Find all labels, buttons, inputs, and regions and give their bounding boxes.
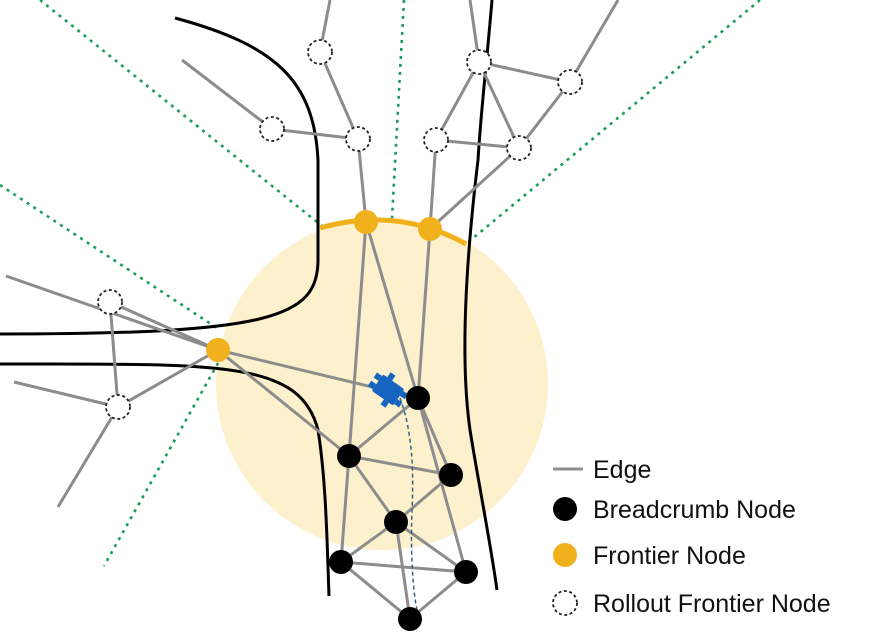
edge: [478, 60, 571, 84]
rollout-frontier-node: [307, 39, 333, 65]
edge: [13, 380, 119, 409]
breadcrumb-nodes: [329, 386, 478, 631]
rollout-legend-label: Rollout Frontier Node: [593, 590, 831, 618]
breadcrumb-node: [337, 444, 361, 468]
frontier-node: [418, 217, 442, 241]
edge: [364, 221, 420, 399]
frontier-node: [206, 338, 230, 362]
edge: [56, 406, 120, 508]
edge: [409, 570, 467, 621]
rollout-frontier-nodes: [97, 39, 583, 420]
breadcrumb-node: [406, 386, 430, 410]
frontier-nodes: [206, 210, 442, 362]
wall-lower-left: [0, 362, 331, 597]
frontier-legend-swatch: [553, 543, 577, 567]
wall-right: [463, 0, 499, 591]
edge: [477, 61, 521, 149]
breadcrumb-node: [454, 560, 478, 584]
edge-legend-label: Edge: [593, 456, 651, 484]
edge: [340, 560, 467, 574]
edge: [356, 138, 368, 223]
frontier-node: [354, 210, 378, 234]
rollout-frontier-node: [466, 49, 492, 75]
robot-icon: [367, 372, 409, 408]
edge: [428, 146, 521, 231]
edge: [416, 228, 432, 399]
edge: [318, 51, 360, 140]
edge: [347, 221, 368, 457]
edge: [434, 61, 481, 141]
rollout-frontier-node: [105, 394, 131, 420]
visibility-rays: [0, 0, 761, 567]
rollout-frontier-node: [97, 289, 123, 315]
edge: [271, 127, 359, 141]
ray: [390, 0, 406, 219]
rollout-legend-swatch: [552, 590, 578, 616]
edge: [428, 139, 438, 230]
breadcrumb-node: [329, 550, 353, 574]
breadcrumb-node: [384, 510, 408, 534]
rollout-frontier-node: [259, 116, 285, 142]
edge: [517, 81, 572, 149]
edge: [395, 520, 467, 574]
edge: [395, 473, 452, 524]
edge: [108, 301, 120, 408]
rollout-frontier-node: [345, 126, 371, 152]
legend: Edge Breadcrumb Node Frontier Node Rollo…: [552, 456, 831, 618]
edge: [348, 396, 419, 458]
breadcrumb-legend-label: Breadcrumb Node: [593, 496, 796, 524]
edge: [347, 455, 398, 523]
edge: [348, 454, 452, 477]
edge: [435, 138, 520, 150]
breadcrumb-node: [439, 463, 463, 487]
edge: [181, 58, 273, 131]
edge: [217, 348, 350, 458]
rollout-frontier-node: [506, 135, 532, 161]
edge: [109, 300, 219, 352]
edge: [340, 560, 411, 621]
frontier-boundary-arc: [319, 217, 468, 247]
edge: [416, 397, 468, 573]
edge: [394, 521, 412, 620]
walls: [0, 0, 499, 597]
rollout-frontier-node: [423, 127, 449, 153]
breadcrumb-node: [398, 607, 422, 631]
edge: [117, 348, 219, 409]
breadcrumb-legend-swatch: [553, 497, 577, 521]
frontier-legend-label: Frontier Node: [593, 542, 746, 570]
edge: [416, 397, 453, 476]
edge: [339, 455, 351, 563]
ray: [39, 0, 323, 228]
wall-upper-left: [0, 16, 320, 336]
rollout-frontier-node: [557, 69, 583, 95]
edge: [568, 0, 620, 83]
ray: [465, 0, 761, 246]
ray: [102, 355, 224, 567]
robot-trajectory: [399, 397, 419, 615]
